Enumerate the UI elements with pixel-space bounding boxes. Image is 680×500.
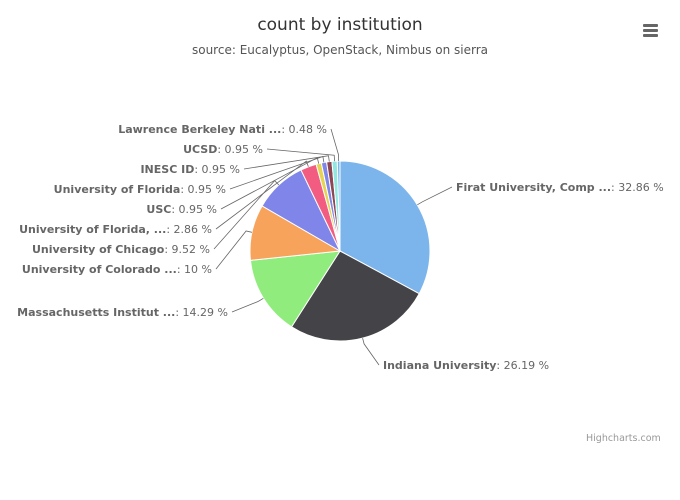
label-connector (330, 128, 339, 161)
slice-label: University of Chicago: 9.52 % (32, 243, 210, 256)
label-connector (231, 297, 264, 313)
slice-label: Indiana University: 26.19 % (383, 359, 549, 372)
slice-label: UCSD: 0.95 % (183, 143, 263, 156)
pie-slice[interactable] (339, 160, 431, 295)
pie-slice[interactable] (336, 160, 341, 252)
label-connector (215, 230, 253, 270)
label-connector (215, 160, 309, 230)
slice-label: Lawrence Berkeley Nati ...: 0.48 % (118, 123, 327, 136)
pie-slice[interactable] (290, 250, 420, 342)
slice-label: USC: 0.95 % (146, 203, 217, 216)
slice-label: INESC ID: 0.95 % (140, 163, 240, 176)
chart-title: count by institution (257, 15, 423, 35)
label-connector (362, 337, 380, 366)
pie-slice[interactable] (249, 250, 341, 328)
slice-label: University of Colorado ...: 10 % (22, 263, 212, 276)
chart-subtitle: source: Eucalyptus, OpenStack, Nimbus on… (191, 43, 489, 57)
slice-label: University of Florida: 0.95 % (54, 183, 226, 196)
label-connector (243, 155, 330, 170)
label-connector (417, 186, 453, 206)
hamburger-menu-icon[interactable] (636, 18, 664, 42)
label-connector (266, 148, 335, 162)
slice-label: University of Florida, ...: 2.86 % (19, 223, 212, 236)
credits-link[interactable]: Highcharts.com (586, 433, 661, 444)
slice-label: Massachusetts Institut ...: 14.29 % (17, 306, 228, 319)
slice-label: Firat University, Comp ...: 32.86 % (456, 181, 664, 194)
